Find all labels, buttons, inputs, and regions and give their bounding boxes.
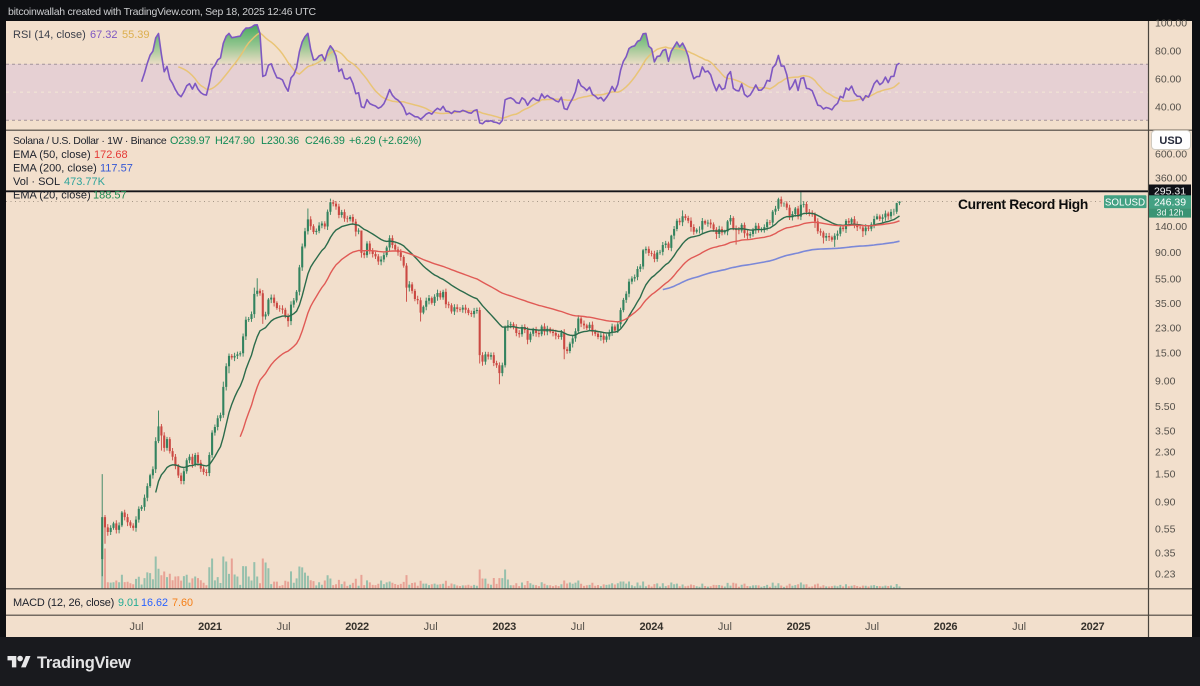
svg-text:USD: USD <box>1159 135 1182 147</box>
svg-text:360.00: 360.00 <box>1155 173 1187 185</box>
svg-text:40.00: 40.00 <box>1155 102 1181 114</box>
svg-text:Jul: Jul <box>571 621 585 633</box>
svg-text:5.50: 5.50 <box>1155 401 1176 413</box>
svg-text:16.62: 16.62 <box>141 597 168 609</box>
svg-text:2026: 2026 <box>934 621 958 633</box>
svg-text:600.00: 600.00 <box>1155 149 1187 161</box>
svg-text:55.39: 55.39 <box>122 29 150 41</box>
svg-text:TradingView: TradingView <box>37 654 131 672</box>
svg-text:Solana / U.S. Dollar · 1W · Bi: Solana / U.S. Dollar · 1W · Binance <box>13 135 167 147</box>
svg-text:9.00: 9.00 <box>1155 376 1176 388</box>
svg-text:Jul: Jul <box>865 621 879 633</box>
svg-text:+6.29 (+2.62%): +6.29 (+2.62%) <box>349 135 421 147</box>
svg-text:15.00: 15.00 <box>1155 347 1181 359</box>
svg-text:Jul: Jul <box>424 621 438 633</box>
svg-text:0.90: 0.90 <box>1155 497 1176 509</box>
svg-text:0.55: 0.55 <box>1155 523 1176 535</box>
svg-text:0.35: 0.35 <box>1155 547 1176 559</box>
svg-text:H247.90: H247.90 <box>215 135 255 147</box>
svg-text:2025: 2025 <box>787 621 811 633</box>
svg-text:Jul: Jul <box>718 621 732 633</box>
svg-text:2023: 2023 <box>492 621 516 633</box>
svg-text:O239.97: O239.97 <box>170 135 211 147</box>
svg-text:0.23: 0.23 <box>1155 569 1176 581</box>
svg-text:188.57: 188.57 <box>93 190 127 202</box>
svg-text:2022: 2022 <box>345 621 369 633</box>
svg-text:140.00: 140.00 <box>1155 221 1187 233</box>
svg-text:473.77K: 473.77K <box>64 176 106 188</box>
svg-text:90.00: 90.00 <box>1155 247 1181 259</box>
svg-text:SOLUSD: SOLUSD <box>1105 197 1145 208</box>
svg-text:80.00: 80.00 <box>1155 46 1181 58</box>
svg-text:Jul: Jul <box>277 621 291 633</box>
svg-text:Jul: Jul <box>129 621 143 633</box>
svg-text:C246.39: C246.39 <box>305 135 345 147</box>
svg-text:100.00: 100.00 <box>1155 18 1187 30</box>
svg-text:3.50: 3.50 <box>1155 425 1176 437</box>
svg-text:9.01: 9.01 <box>118 597 139 609</box>
svg-text:7.60: 7.60 <box>172 597 193 609</box>
svg-text:EMA (200, close): EMA (200, close) <box>13 163 97 175</box>
svg-text:bitcoinwallah created with Tra: bitcoinwallah created with TradingView.c… <box>8 6 316 18</box>
svg-text:2.30: 2.30 <box>1155 446 1176 458</box>
svg-text:EMA (20, close): EMA (20, close) <box>13 190 91 202</box>
svg-text:3d 12h: 3d 12h <box>1157 208 1184 218</box>
svg-text:67.32: 67.32 <box>90 29 118 41</box>
svg-text:60.00: 60.00 <box>1155 74 1181 86</box>
svg-text:L230.36: L230.36 <box>261 135 299 147</box>
svg-text:Jul: Jul <box>1012 621 1026 633</box>
svg-text:2027: 2027 <box>1081 621 1105 633</box>
svg-text:172.68: 172.68 <box>94 149 128 161</box>
svg-text:35.00: 35.00 <box>1155 298 1181 310</box>
svg-text:295.31: 295.31 <box>1154 186 1186 198</box>
svg-text:2024: 2024 <box>639 621 664 633</box>
svg-text:Vol · SOL: Vol · SOL <box>13 176 60 188</box>
svg-text:55.00: 55.00 <box>1155 273 1181 285</box>
svg-text:RSI (14, close): RSI (14, close) <box>13 29 86 41</box>
svg-text:Current Record High: Current Record High <box>958 197 1088 212</box>
svg-text:EMA (50, close): EMA (50, close) <box>13 149 91 161</box>
svg-text:MACD (12, 26, close): MACD (12, 26, close) <box>13 597 114 609</box>
svg-text:117.57: 117.57 <box>100 163 133 175</box>
svg-text:1.50: 1.50 <box>1155 469 1176 481</box>
svg-text:2021: 2021 <box>198 621 222 633</box>
svg-text:23.00: 23.00 <box>1155 322 1181 334</box>
svg-text:246.39: 246.39 <box>1154 196 1186 208</box>
